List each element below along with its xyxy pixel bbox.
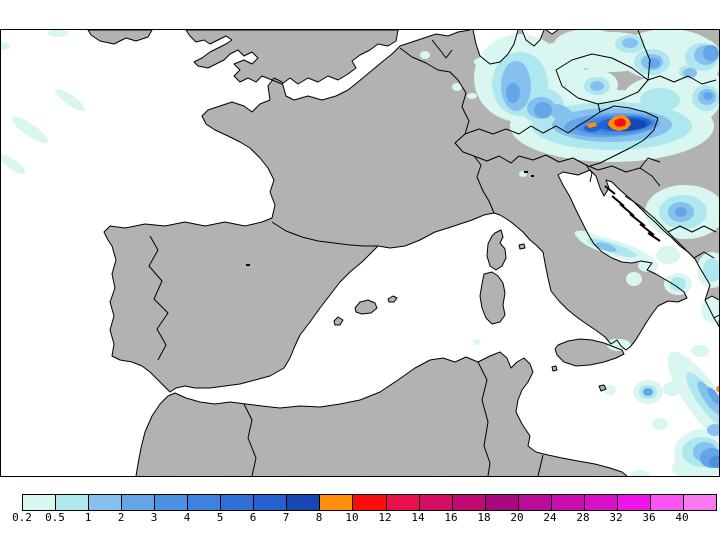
colorbar-tick-label: 0.5 [45,511,65,524]
colorbar-tick-label: 36 [642,511,656,524]
colorbar-tick-label: 8 [315,511,323,524]
colorbar-segment [188,495,222,510]
land-north-africa [136,352,627,476]
colorbar-segment [650,495,684,510]
colorbar-segment [353,495,387,510]
adriatic-island-dashes [604,185,661,242]
colorbar-segment [56,495,90,510]
coastlines [87,30,719,477]
colorbar-segment [221,495,255,510]
colorbar-tick-label: 24 [543,511,557,524]
island-mallorca [355,300,377,314]
island-elba [519,244,525,249]
colorbar-tick-label: 10 [345,511,359,524]
colorbar-tick-label: 2 [117,511,125,524]
colorbar-tick-label: 40 [675,511,689,524]
colorbar-tick-label: 6 [249,511,257,524]
colorbar-segment [518,495,552,510]
colorbar-labels: 0.2 0.5 1 2 3 4 5 6 7 8 10 12 14 16 18 20 24 28 32 36 40 [0,511,720,527]
island-sardinia [480,272,505,324]
colorbar-tick-label: 32 [609,511,623,524]
colorbar-tick-label: 14 [411,511,425,524]
colorbar-tick-label: 0.2 [12,511,32,524]
colorbar-tick-label: 5 [216,511,224,524]
colorbar-segment [287,495,321,510]
colorbar-tick-label: 16 [444,511,458,524]
colorbar-tick-label: 28 [576,511,590,524]
colorbar-segment [89,495,123,510]
precipitation-overlay [1,30,719,477]
colorbar-tick-label: 12 [378,511,392,524]
land-britain [186,30,398,84]
country-borders [148,30,719,477]
colorbar-segment [155,495,189,510]
colorbar-tick-label: 18 [477,511,491,524]
colorbar-segment [452,495,486,510]
colorbar-segment [320,495,354,510]
colorbar-segment [584,495,618,510]
colorbar-segment [683,495,716,510]
colorbar-tick-label: 20 [510,511,524,524]
colorbar-segment [254,495,288,510]
colorbar-segment [386,495,420,510]
colorbar-segment [617,495,651,510]
colorbar-segment [551,495,585,510]
island-pantelleria [552,366,557,371]
colorbar-segment [485,495,519,510]
colorbar-segment [419,495,453,510]
colorbar [22,494,717,511]
island-sicily [555,339,624,366]
precip-level-10-red [614,118,626,127]
colorbar-tick-label: 1 [84,511,92,524]
colorbar-segment [23,495,57,510]
lake-specks [246,171,534,266]
colorbar-tick-label: 7 [282,511,290,524]
colorbar-segment [122,495,156,510]
colorbar-tick-label: 4 [183,511,191,524]
colorbar-tick-label: 3 [150,511,158,524]
